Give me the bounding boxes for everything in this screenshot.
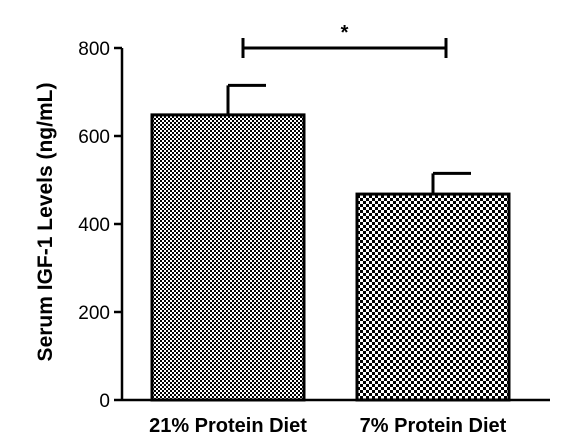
y-axis-title: Serum IGF-1 Levels (ng/mL) — [34, 83, 57, 362]
error-bars — [226, 83, 471, 195]
error-bar-0 — [226, 83, 266, 115]
x-labels: 21% Protein Diet 7% Protein Diet — [149, 415, 507, 437]
bars — [150, 113, 511, 402]
x-tick-label-1: 7% Protein Diet — [360, 415, 507, 437]
x-axis: 21% Protein Diet 7% Protein Diet — [122, 398, 550, 437]
x-tick-label-0: 21% Protein Diet — [149, 415, 307, 437]
y-tick-label-3: 600 — [78, 127, 110, 148]
bar-1 — [355, 192, 511, 402]
y-tick-label-0: 0 — [99, 391, 110, 412]
significance-label: * — [341, 22, 349, 44]
bar-0 — [150, 113, 306, 402]
y-tick-label-4: 800 — [78, 39, 110, 60]
y-axis: 0 200 400 600 800 — [78, 39, 124, 412]
error-bar-1 — [431, 171, 471, 195]
significance-bracket: * — [241, 22, 448, 58]
y-tick-label-1: 200 — [78, 303, 110, 324]
y-tick-label-2: 400 — [78, 215, 110, 236]
y-ticks: 0 200 400 600 800 — [78, 39, 122, 412]
